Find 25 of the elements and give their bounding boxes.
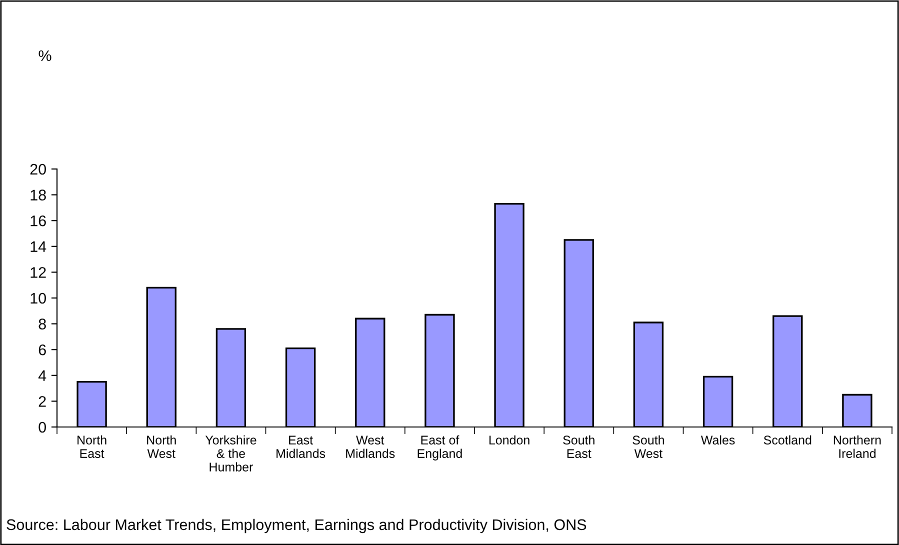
- y-tick-label: 8: [38, 318, 46, 330]
- y-tick-label: 12: [30, 267, 46, 278]
- x-tick-label: North East: [78, 435, 106, 458]
- y-tick-label: 16: [30, 215, 46, 226]
- y-tick-label: 0: [38, 422, 46, 433]
- y-tick-label: 10: [30, 292, 46, 304]
- x-tick-label: South West: [632, 435, 664, 458]
- y-tick-label: 18: [30, 190, 46, 200]
- y-tick-label: 14: [30, 241, 46, 252]
- y-tick-label: 6: [38, 344, 46, 356]
- x-tick-label: Northern Ireland: [834, 435, 881, 458]
- x-tick-label: Yorkshire & the Humber: [205, 435, 256, 472]
- x-tick-label: South East: [563, 435, 594, 458]
- x-tick-label: Wales: [700, 435, 735, 445]
- x-tick-label: Scotland: [764, 435, 812, 445]
- x-tick-label: East Midlands: [276, 436, 326, 458]
- x-tick-label: West Midlands: [346, 436, 395, 458]
- y-tick-label: 4: [38, 370, 46, 381]
- y-tick-label: 2: [38, 396, 46, 407]
- y-tick-label: 20: [30, 164, 46, 175]
- x-tick-label: London: [489, 435, 530, 445]
- text: %: [38, 50, 52, 62]
- x-tick-label: East of England: [418, 435, 462, 460]
- source-note: Source: Labour Market Trends, Employment, Earnings and Productivity Division, ONS: [6, 518, 586, 534]
- x-tick-label: North West: [147, 435, 176, 458]
